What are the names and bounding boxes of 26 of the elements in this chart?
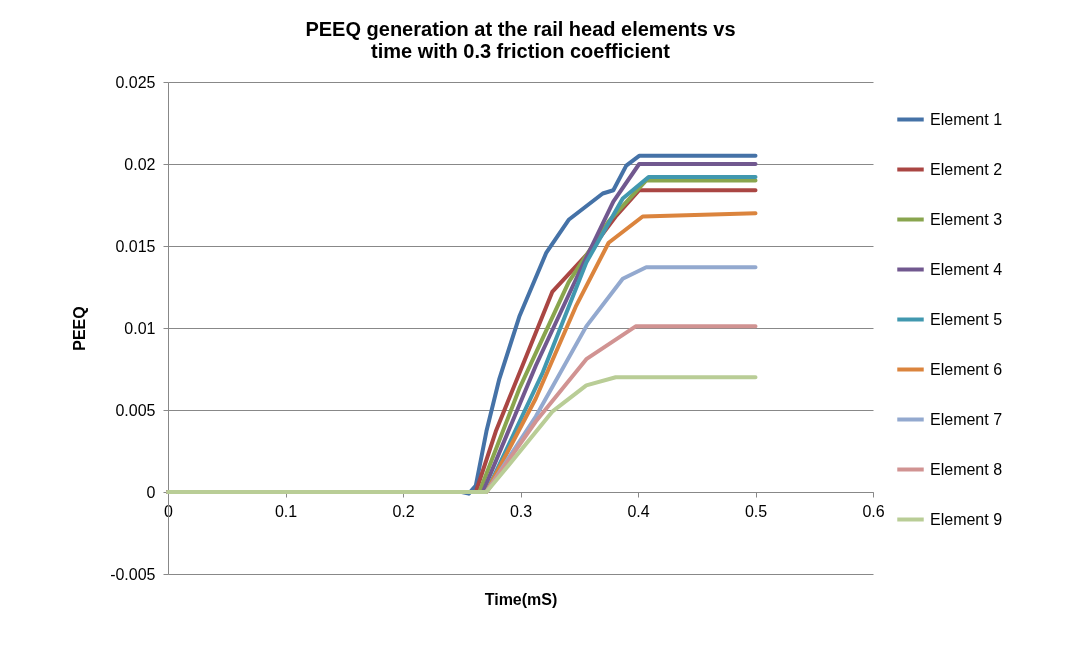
y-tick-label: 0.02 — [124, 155, 156, 173]
legend-label: Element 5 — [930, 310, 1003, 328]
legend-label: Element 7 — [930, 410, 1003, 428]
y-tick-label: 0.025 — [115, 73, 156, 91]
legend-label: Element 3 — [930, 210, 1003, 228]
x-tick-label: 0.6 — [862, 502, 885, 520]
legend-label: Element 2 — [930, 160, 1003, 178]
chart-title: PEEQ generation at the rail head elements vs time with 0.3 friction coefficient — [305, 18, 736, 62]
x-tick-label: 0.2 — [392, 502, 415, 520]
x-tick-label: 0.1 — [274, 502, 298, 520]
x-tick-label: 0.4 — [627, 502, 650, 520]
legend-label: Element 4 — [930, 260, 1003, 278]
line-series — [166, 375, 758, 494]
legend-label: Element 9 — [930, 510, 1003, 528]
y-tick-label: 0 — [146, 483, 156, 501]
x-tick-label: 0.3 — [509, 502, 533, 520]
legend-label: Element 6 — [930, 360, 1003, 378]
y-tick-label: 0.005 — [115, 401, 156, 419]
x-axis-title: Time(mS) — [484, 590, 558, 608]
y-axis-title: PEEQ — [71, 306, 89, 351]
x-tick-label: 0.5 — [744, 502, 768, 520]
y-tick-label: 0.015 — [115, 237, 156, 255]
legend-label: Element 8 — [930, 460, 1003, 478]
y-tick-label: 0.01 — [124, 319, 156, 337]
legend-label: Element 1 — [930, 110, 1003, 128]
y-tick-label: -0.005 — [110, 565, 156, 583]
